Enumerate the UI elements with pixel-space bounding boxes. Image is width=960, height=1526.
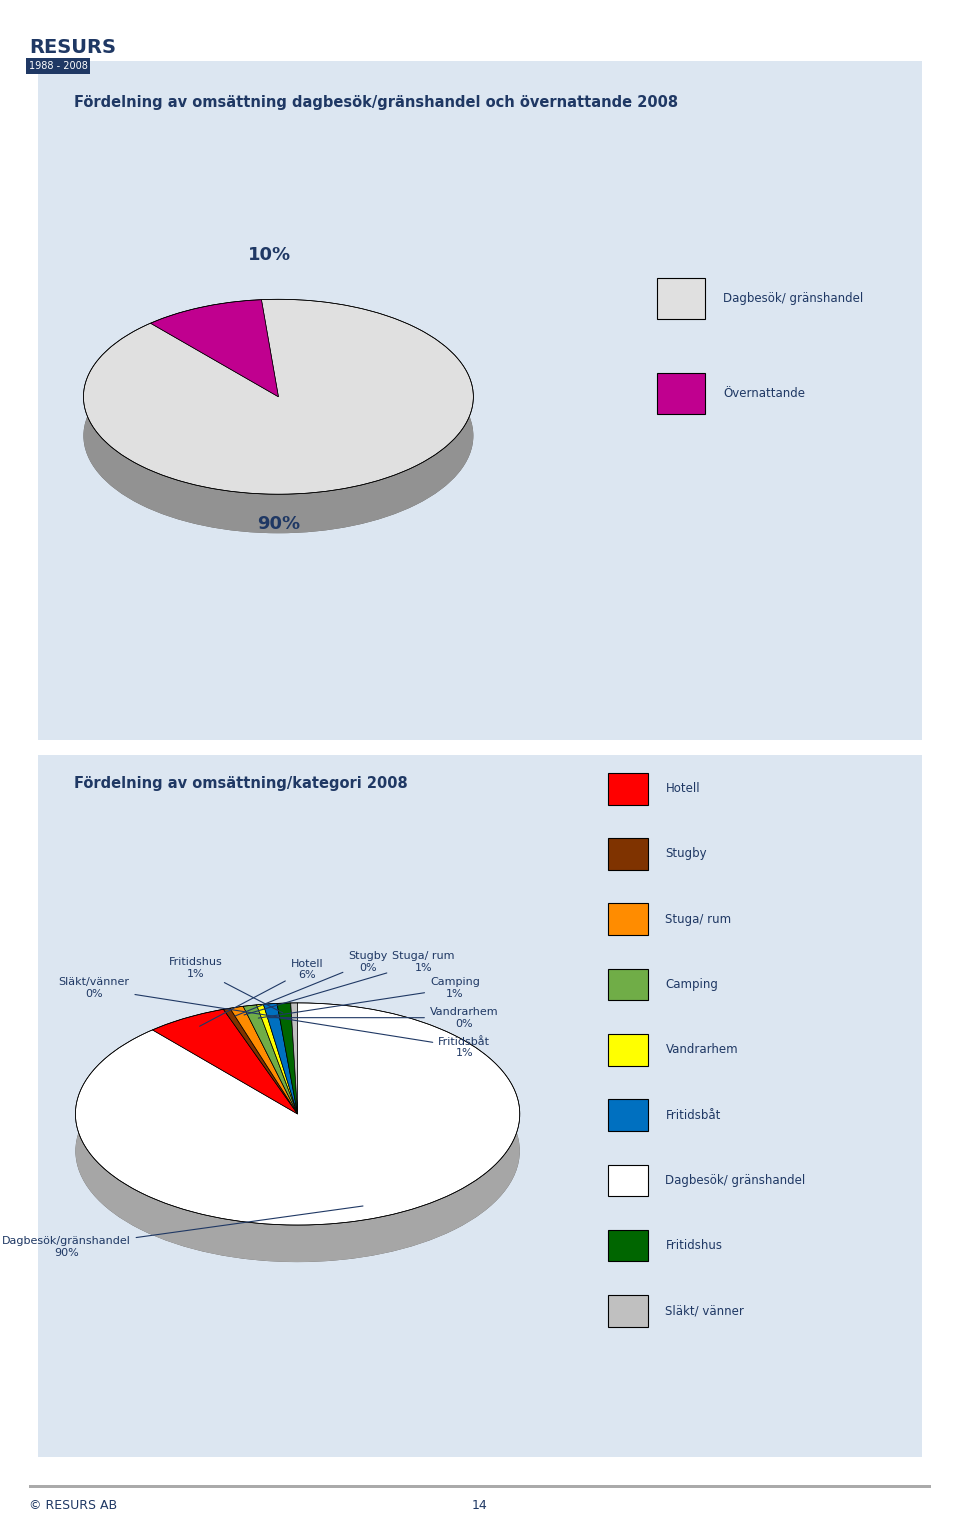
Text: Dagbesök/gränshandel
90%: Dagbesök/gränshandel 90% (2, 1206, 363, 1257)
Bar (608, 969, 648, 1001)
Text: Stuga/ rum
1%: Stuga/ rum 1% (244, 951, 455, 1015)
Bar (608, 772, 648, 804)
Bar (608, 838, 648, 870)
Polygon shape (230, 1006, 243, 1045)
Text: 90%: 90% (257, 516, 300, 534)
Bar (657, 374, 706, 414)
Polygon shape (277, 1003, 298, 1114)
Text: Dagbesök/ gränshandel: Dagbesök/ gränshandel (665, 1173, 805, 1187)
Polygon shape (76, 1003, 519, 1262)
Text: Stuga/ rum: Stuga/ rum (665, 913, 732, 926)
Text: 1988 - 2008: 1988 - 2008 (29, 61, 87, 72)
Polygon shape (84, 299, 473, 494)
Text: Stugby: Stugby (665, 847, 708, 861)
Polygon shape (263, 1004, 277, 1041)
Text: Fördelning av omsättning/kategori 2008: Fördelning av omsättning/kategori 2008 (74, 777, 407, 792)
Text: Camping
1%: Camping 1% (258, 977, 480, 1018)
Text: Vandrarhem
0%: Vandrarhem 0% (267, 1007, 498, 1029)
Polygon shape (243, 1004, 256, 1044)
Ellipse shape (76, 1039, 519, 1262)
Text: Fritidshus
1%: Fritidshus 1% (169, 957, 283, 1013)
Polygon shape (263, 1004, 298, 1114)
Text: 10%: 10% (248, 246, 291, 264)
Text: RESURS: RESURS (29, 38, 116, 56)
Polygon shape (84, 299, 473, 533)
Text: Släkt/vänner
0%: Släkt/vänner 0% (59, 977, 292, 1019)
Text: Fritidsbåt: Fritidsbåt (665, 1108, 721, 1122)
Bar (608, 1230, 648, 1262)
Bar (608, 1035, 648, 1065)
Text: Stugby
0%: Stugby 0% (235, 951, 388, 1016)
Text: © RESURS AB: © RESURS AB (29, 1499, 117, 1512)
Bar (608, 1164, 648, 1196)
Text: Hotell
6%: Hotell 6% (200, 958, 324, 1025)
Text: Fritidshus: Fritidshus (665, 1239, 723, 1253)
Polygon shape (256, 1004, 263, 1042)
Bar (608, 1296, 648, 1326)
Text: Fördelning av omsättning dagbesök/gränshandel och övernattande 2008: Fördelning av omsättning dagbesök/gränsh… (74, 95, 678, 110)
Ellipse shape (84, 339, 473, 533)
Text: Fritidsbåt
1%: Fritidsbåt 1% (276, 1018, 491, 1058)
Bar (657, 278, 706, 319)
Polygon shape (153, 1009, 298, 1114)
Text: Vandrarhem: Vandrarhem (665, 1044, 738, 1056)
Text: Släkt/ vänner: Släkt/ vänner (665, 1305, 744, 1317)
Polygon shape (256, 1004, 298, 1114)
Polygon shape (243, 1004, 298, 1114)
Polygon shape (151, 299, 278, 397)
Text: 14: 14 (472, 1499, 488, 1512)
Polygon shape (291, 1003, 298, 1114)
Polygon shape (76, 1003, 519, 1225)
Polygon shape (224, 1009, 230, 1047)
Text: Camping: Camping (665, 978, 718, 990)
Polygon shape (291, 1003, 298, 1041)
Bar (608, 903, 648, 935)
Polygon shape (277, 1003, 291, 1041)
Text: Övernattande: Övernattande (723, 388, 804, 400)
Polygon shape (151, 299, 261, 362)
Text: Hotell: Hotell (665, 783, 700, 795)
Bar (608, 1099, 648, 1131)
Text: Dagbesök/ gränshandel: Dagbesök/ gränshandel (723, 291, 863, 305)
Polygon shape (230, 1006, 298, 1114)
Polygon shape (153, 1009, 224, 1067)
Polygon shape (224, 1009, 298, 1114)
